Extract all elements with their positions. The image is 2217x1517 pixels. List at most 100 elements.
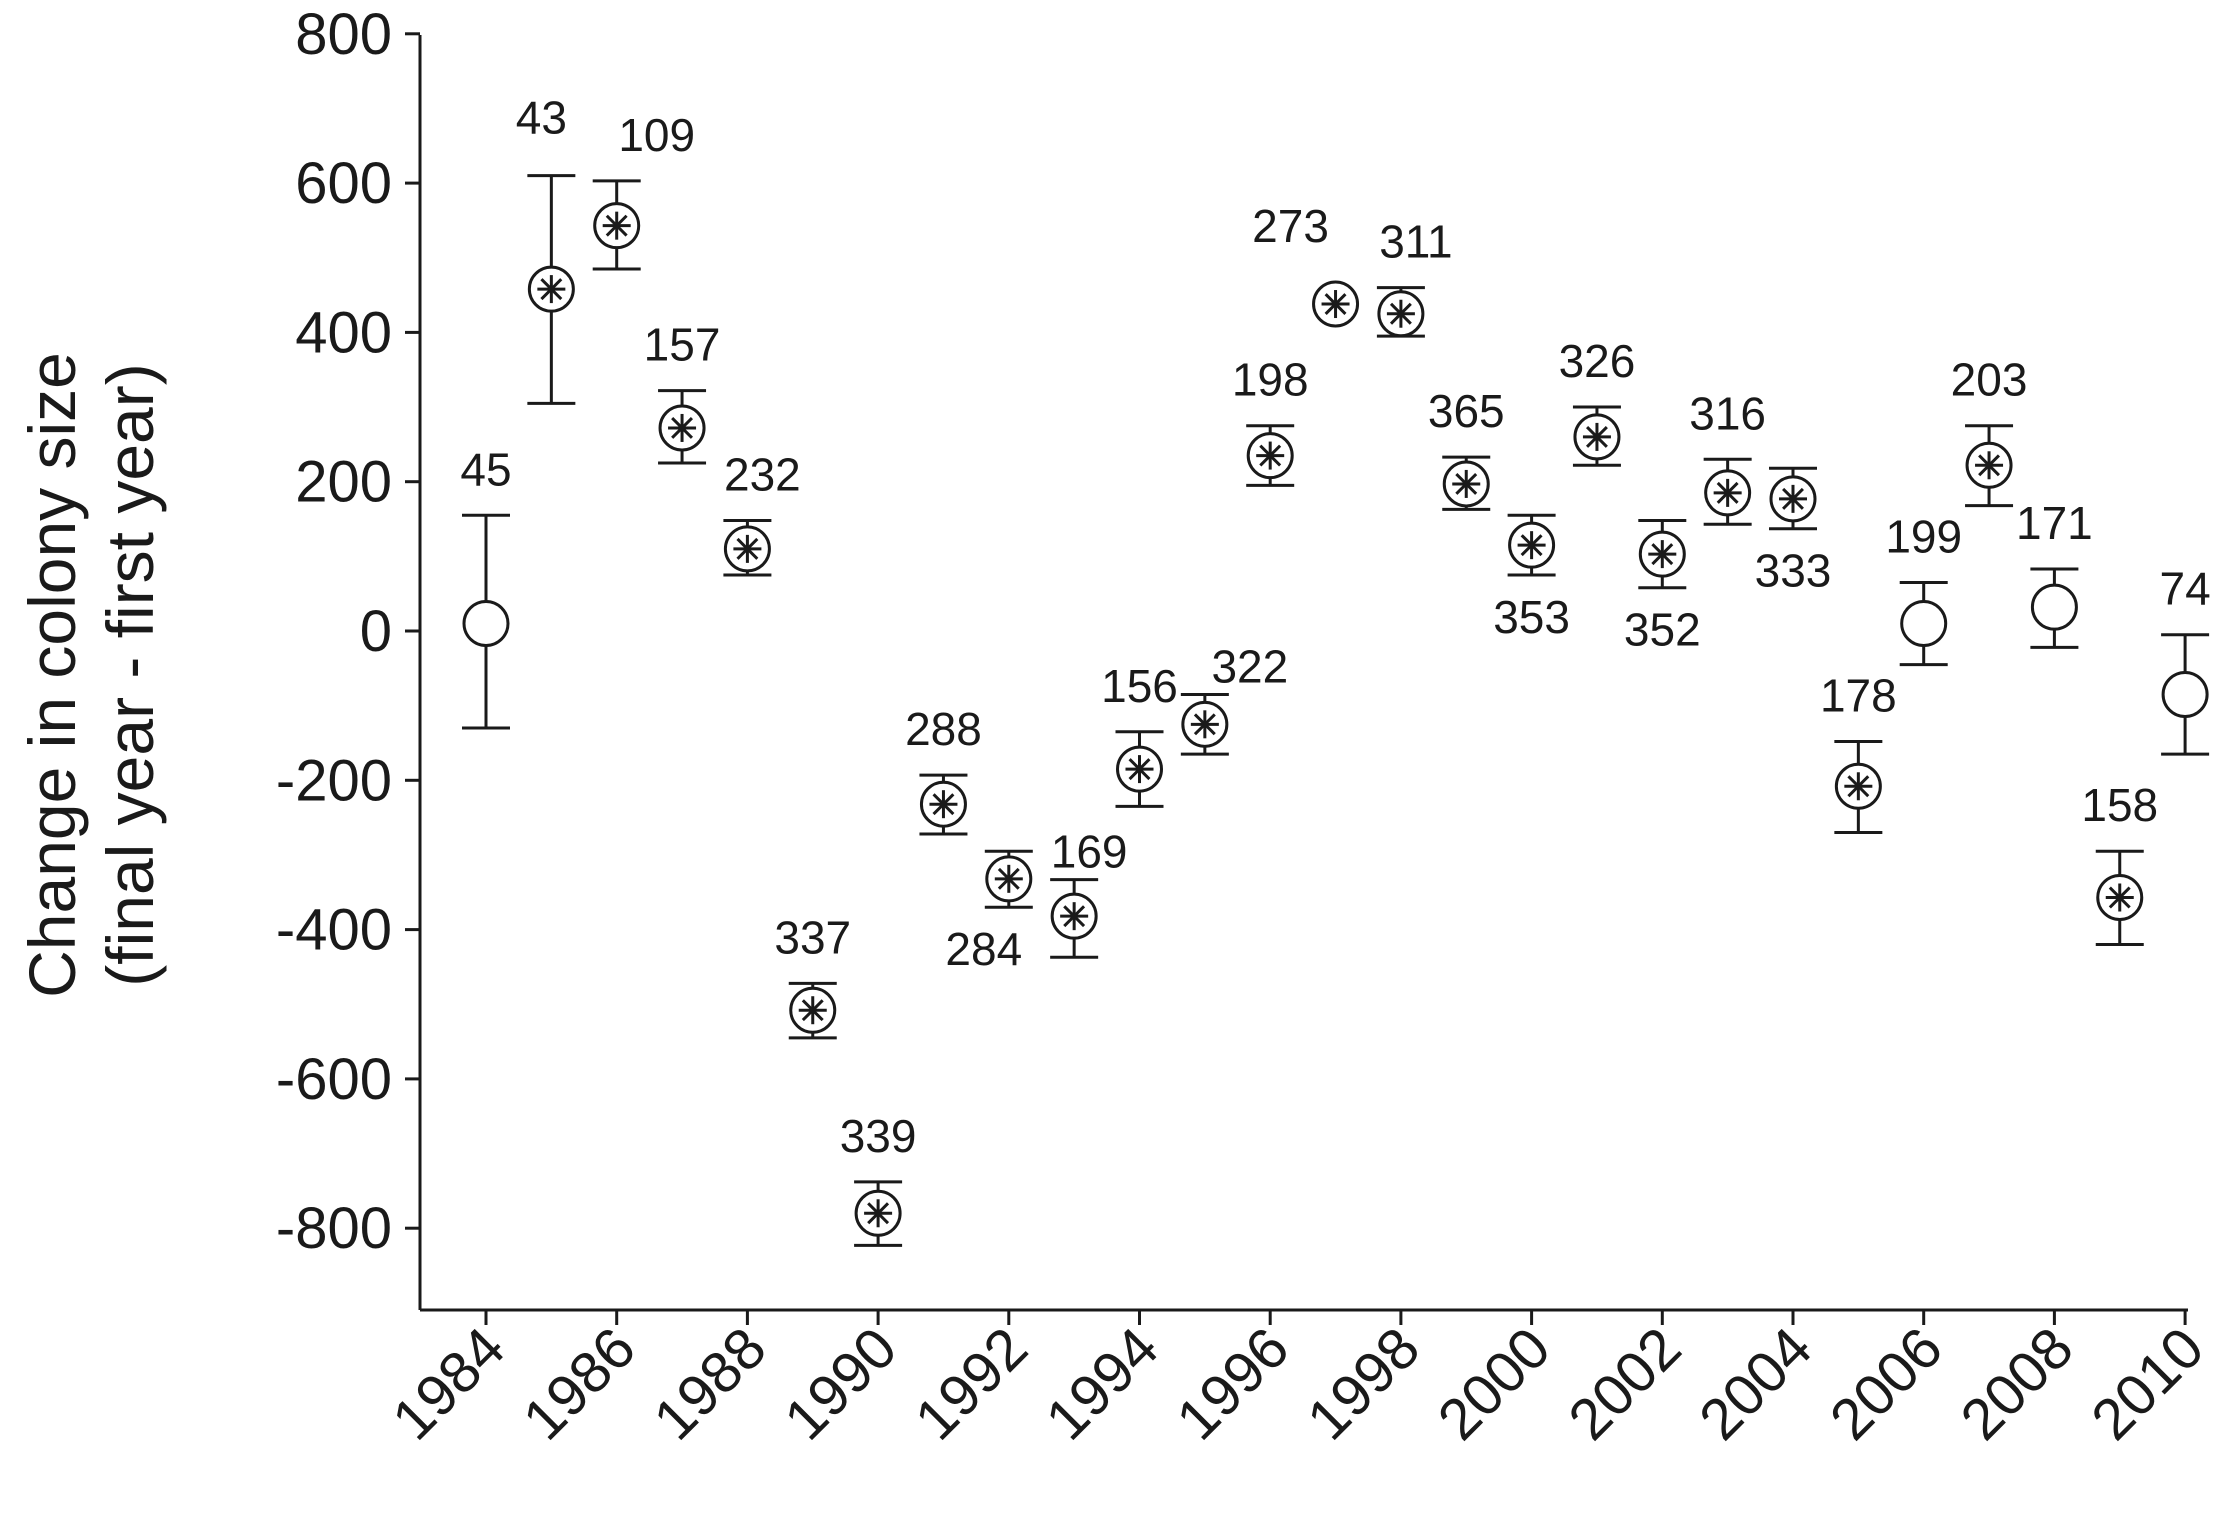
- asterisk-stroke: [671, 416, 694, 439]
- sample-size-label: 156: [1101, 660, 1178, 712]
- x-tick-label: 2006: [1818, 1315, 1955, 1452]
- data-point-2001: 326: [1559, 335, 1636, 467]
- y-tick-label: -800: [276, 1196, 392, 1261]
- y-tick-label: 200: [295, 450, 392, 515]
- x-tick-label: 1986: [511, 1315, 648, 1452]
- x-tick-label: 1992: [903, 1315, 1040, 1452]
- y-tick-label: 0: [360, 599, 392, 664]
- asterisk-stroke: [932, 793, 955, 816]
- data-point-1989: 337: [774, 911, 851, 1040]
- sample-size-label: 169: [1051, 826, 1128, 878]
- data-point-2004: 333: [1755, 466, 1832, 597]
- x-ticks: 1984198619881990199219941996199820002002…: [380, 1310, 2216, 1452]
- sample-size-label: 109: [618, 109, 695, 161]
- data-point-2002: 352: [1624, 519, 1701, 656]
- y-tick-label: 800: [295, 2, 392, 67]
- x-tick-label: 2004: [1687, 1315, 1824, 1452]
- x-tick-label: 2008: [1948, 1315, 2085, 1452]
- sample-size-label: 178: [1820, 669, 1897, 721]
- sample-size-label: 199: [1885, 510, 1962, 562]
- sample-size-label: 288: [905, 703, 982, 755]
- y-ticks: 800 600 400 200 0 -200 -400 -600 -800: [276, 2, 420, 1261]
- data-point-1991: 288: [905, 703, 982, 836]
- data-point-1992: 284: [945, 849, 1033, 975]
- data-point-1997: 273: [1252, 200, 1360, 328]
- axes: [418, 35, 2188, 1312]
- data-point-1995: 322: [1180, 640, 1288, 756]
- sample-size-label: 316: [1689, 387, 1766, 439]
- asterisk-stroke: [1782, 487, 1804, 510]
- sample-size-label: 326: [1559, 335, 1636, 387]
- data-point-1999: 365: [1428, 385, 1505, 511]
- y-tick-label: 600: [295, 151, 392, 216]
- data-point-1994: 156: [1101, 660, 1178, 808]
- open-circle-marker: [462, 600, 510, 648]
- asterisk-stroke: [540, 278, 563, 301]
- y-tick-label: -600: [276, 1047, 392, 1112]
- y-tick-label: -200: [276, 748, 392, 813]
- asterisk-stroke: [1389, 302, 1412, 325]
- sample-size-label: 353: [1493, 591, 1570, 643]
- sample-size-label: 284: [945, 923, 1022, 975]
- sample-size-label: 311: [1379, 216, 1452, 268]
- y-tick-label: 400: [295, 300, 392, 365]
- x-tick-label: 2010: [2079, 1315, 2216, 1452]
- data-point-2010: 74: [2160, 563, 2211, 756]
- asterisk-stroke: [1847, 775, 1870, 798]
- asterisk-stroke: [1716, 481, 1739, 504]
- sample-size-label: 203: [1951, 354, 2028, 406]
- x-tick-label: 2000: [1426, 1315, 1563, 1452]
- asterisk-stroke: [1128, 758, 1151, 781]
- x-tick-label: 1984: [380, 1315, 517, 1452]
- open-circle-marker: [2030, 583, 2078, 631]
- data-point-2003: 316: [1689, 387, 1766, 526]
- x-tick-label: 2002: [1556, 1315, 1693, 1452]
- asterisk-stroke: [867, 1202, 890, 1225]
- sample-size-label: 232: [724, 449, 801, 501]
- data-point-2009: 158: [2081, 779, 2158, 947]
- sample-size-label: 352: [1624, 604, 1701, 656]
- data-point-2007: 203: [1951, 354, 2028, 508]
- sample-size-label: 45: [460, 443, 511, 495]
- sample-size-label: 171: [2016, 497, 2093, 549]
- asterisk-stroke: [1455, 472, 1478, 495]
- data-point-1996: 198: [1232, 354, 1309, 487]
- data-point-2005: 178: [1820, 669, 1897, 835]
- asterisk-stroke: [1978, 454, 2001, 477]
- data-point-1984: 45: [460, 443, 512, 730]
- x-tick-label: 1996: [1164, 1315, 1301, 1452]
- data-point-2000: 353: [1493, 513, 1570, 643]
- x-tick-label: 1990: [772, 1315, 909, 1452]
- data-point-1988: 232: [723, 449, 801, 577]
- sample-size-label: 158: [2081, 779, 2158, 831]
- sample-size-label: 333: [1755, 545, 1832, 597]
- asterisk-stroke: [1585, 425, 1608, 448]
- open-circle-marker: [1900, 600, 1948, 648]
- sample-size-label: 337: [774, 911, 851, 963]
- asterisk-stroke: [1520, 534, 1543, 557]
- x-tick-label: 1994: [1033, 1315, 1170, 1452]
- sample-size-label: 157: [644, 319, 721, 371]
- sample-size-label: 43: [516, 92, 567, 144]
- asterisk-stroke: [736, 537, 759, 560]
- sample-size-label: 273: [1252, 200, 1329, 252]
- data-point-1987: 157: [644, 319, 721, 465]
- asterisk-stroke: [2108, 886, 2131, 909]
- data-point-1985: 43: [516, 92, 576, 405]
- data-point-2008: 171: [2016, 497, 2093, 649]
- asterisk-stroke: [1193, 713, 1216, 736]
- sample-size-label: 74: [2160, 563, 2211, 615]
- asterisk-stroke: [997, 867, 1020, 890]
- asterisk-stroke: [1063, 905, 1086, 928]
- x-tick-label: 1988: [641, 1315, 778, 1452]
- data-point-2006: 199: [1885, 510, 1962, 667]
- sample-size-label: 339: [840, 1110, 917, 1162]
- x-tick-label: 1998: [1295, 1315, 1432, 1452]
- sample-size-label: 198: [1232, 354, 1309, 406]
- y-axis-title-line-2: (final year - first year): [93, 363, 167, 986]
- asterisk-stroke: [605, 214, 628, 237]
- asterisk-stroke: [1651, 543, 1674, 566]
- sample-size-label: 322: [1211, 640, 1288, 692]
- data-point-1993: 169: [1050, 826, 1128, 959]
